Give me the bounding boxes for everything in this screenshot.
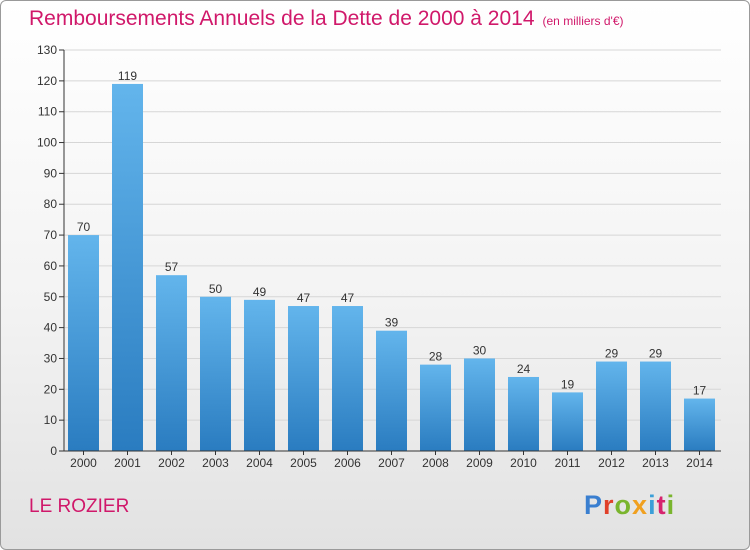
y-tick-label: 20 xyxy=(44,382,58,396)
x-tick-label: 2004 xyxy=(246,456,273,470)
bar xyxy=(332,306,363,451)
bar-value-label: 119 xyxy=(118,69,137,83)
bar xyxy=(288,306,319,451)
chart-title: Remboursements Annuels de la Dette de 20… xyxy=(29,7,624,31)
bars xyxy=(68,83,715,451)
x-tick-label: 2012 xyxy=(598,456,625,470)
x-tick-label: 2002 xyxy=(158,456,185,470)
x-tick-label: 2006 xyxy=(334,456,361,470)
y-tick-label: 50 xyxy=(44,290,58,304)
logo-letter: x xyxy=(632,490,649,520)
y-tick-label: 70 xyxy=(44,228,58,242)
bar xyxy=(640,361,671,451)
y-tick-label: 100 xyxy=(37,136,57,150)
bar xyxy=(200,296,231,451)
x-tick-label: 2009 xyxy=(466,456,493,470)
x-tick-label: 2011 xyxy=(555,456,581,470)
bar xyxy=(244,299,275,451)
commune-name: LE ROZIER xyxy=(29,496,130,517)
bar xyxy=(596,361,627,451)
logo-letter: o xyxy=(614,490,633,520)
bar-value-label: 47 xyxy=(297,291,311,305)
x-tick-label: 2014 xyxy=(686,456,713,470)
chart-subtitle: (en milliers d'€) xyxy=(542,14,624,28)
y-tick-label: 60 xyxy=(44,259,58,273)
x-tick-label: 2007 xyxy=(378,456,405,470)
axes xyxy=(59,49,721,455)
logo-letter: i xyxy=(648,490,657,520)
bar xyxy=(464,358,495,451)
bar-value-label: 30 xyxy=(473,343,487,357)
bar-value-label: 29 xyxy=(605,347,619,361)
y-tick-label: 10 xyxy=(44,413,58,427)
y-tick-label: 30 xyxy=(44,351,58,365)
y-tick-label: 120 xyxy=(37,74,57,88)
x-tick-label: 2008 xyxy=(422,456,449,470)
y-tick-label: 130 xyxy=(37,43,57,57)
chart-title-text: Remboursements Annuels de la Dette de 20… xyxy=(29,7,535,30)
bar-value-label: 24 xyxy=(517,362,531,376)
y-tick-label: 110 xyxy=(38,105,57,119)
bar xyxy=(508,376,539,451)
x-tick-label: 2013 xyxy=(642,456,669,470)
logo-letter: t xyxy=(656,490,667,520)
x-tick-label: 2010 xyxy=(510,456,537,470)
logo-letter: i xyxy=(666,490,676,520)
bar-value-label: 49 xyxy=(253,285,267,299)
bar xyxy=(112,83,143,451)
x-tick-label: 2001 xyxy=(114,456,141,470)
bar-value-label: 19 xyxy=(561,377,575,391)
x-tick-label: 2003 xyxy=(202,456,229,470)
bar xyxy=(156,275,187,451)
bar xyxy=(376,330,407,451)
bar-value-label: 47 xyxy=(341,291,355,305)
bar xyxy=(68,235,99,451)
y-tick-label: 40 xyxy=(44,321,58,335)
bar-value-label: 29 xyxy=(649,347,663,361)
y-tick-label: 80 xyxy=(44,197,58,211)
y-tick-label: 90 xyxy=(44,166,58,180)
proxiti-logo: Proxiti xyxy=(584,490,675,521)
bar xyxy=(684,398,715,451)
x-tick-label: 2005 xyxy=(290,456,317,470)
bar-value-label: 57 xyxy=(165,260,179,274)
bar-value-label: 28 xyxy=(429,350,443,364)
bar xyxy=(420,364,451,451)
logo-letter: r xyxy=(603,490,615,520)
bar-value-label: 39 xyxy=(385,316,399,330)
logo-letter: P xyxy=(584,490,604,520)
bar-value-label: 70 xyxy=(77,220,91,234)
x-tick-label: 2000 xyxy=(70,456,97,470)
bar xyxy=(552,392,583,451)
labels: 0 10 20 30 40 50 60 70 80 90 100 110 120 130 2000 70 200… xyxy=(37,43,713,470)
bar-value-label: 17 xyxy=(693,384,707,398)
y-tick-label: 0 xyxy=(50,444,57,458)
bar-value-label: 50 xyxy=(209,282,223,296)
